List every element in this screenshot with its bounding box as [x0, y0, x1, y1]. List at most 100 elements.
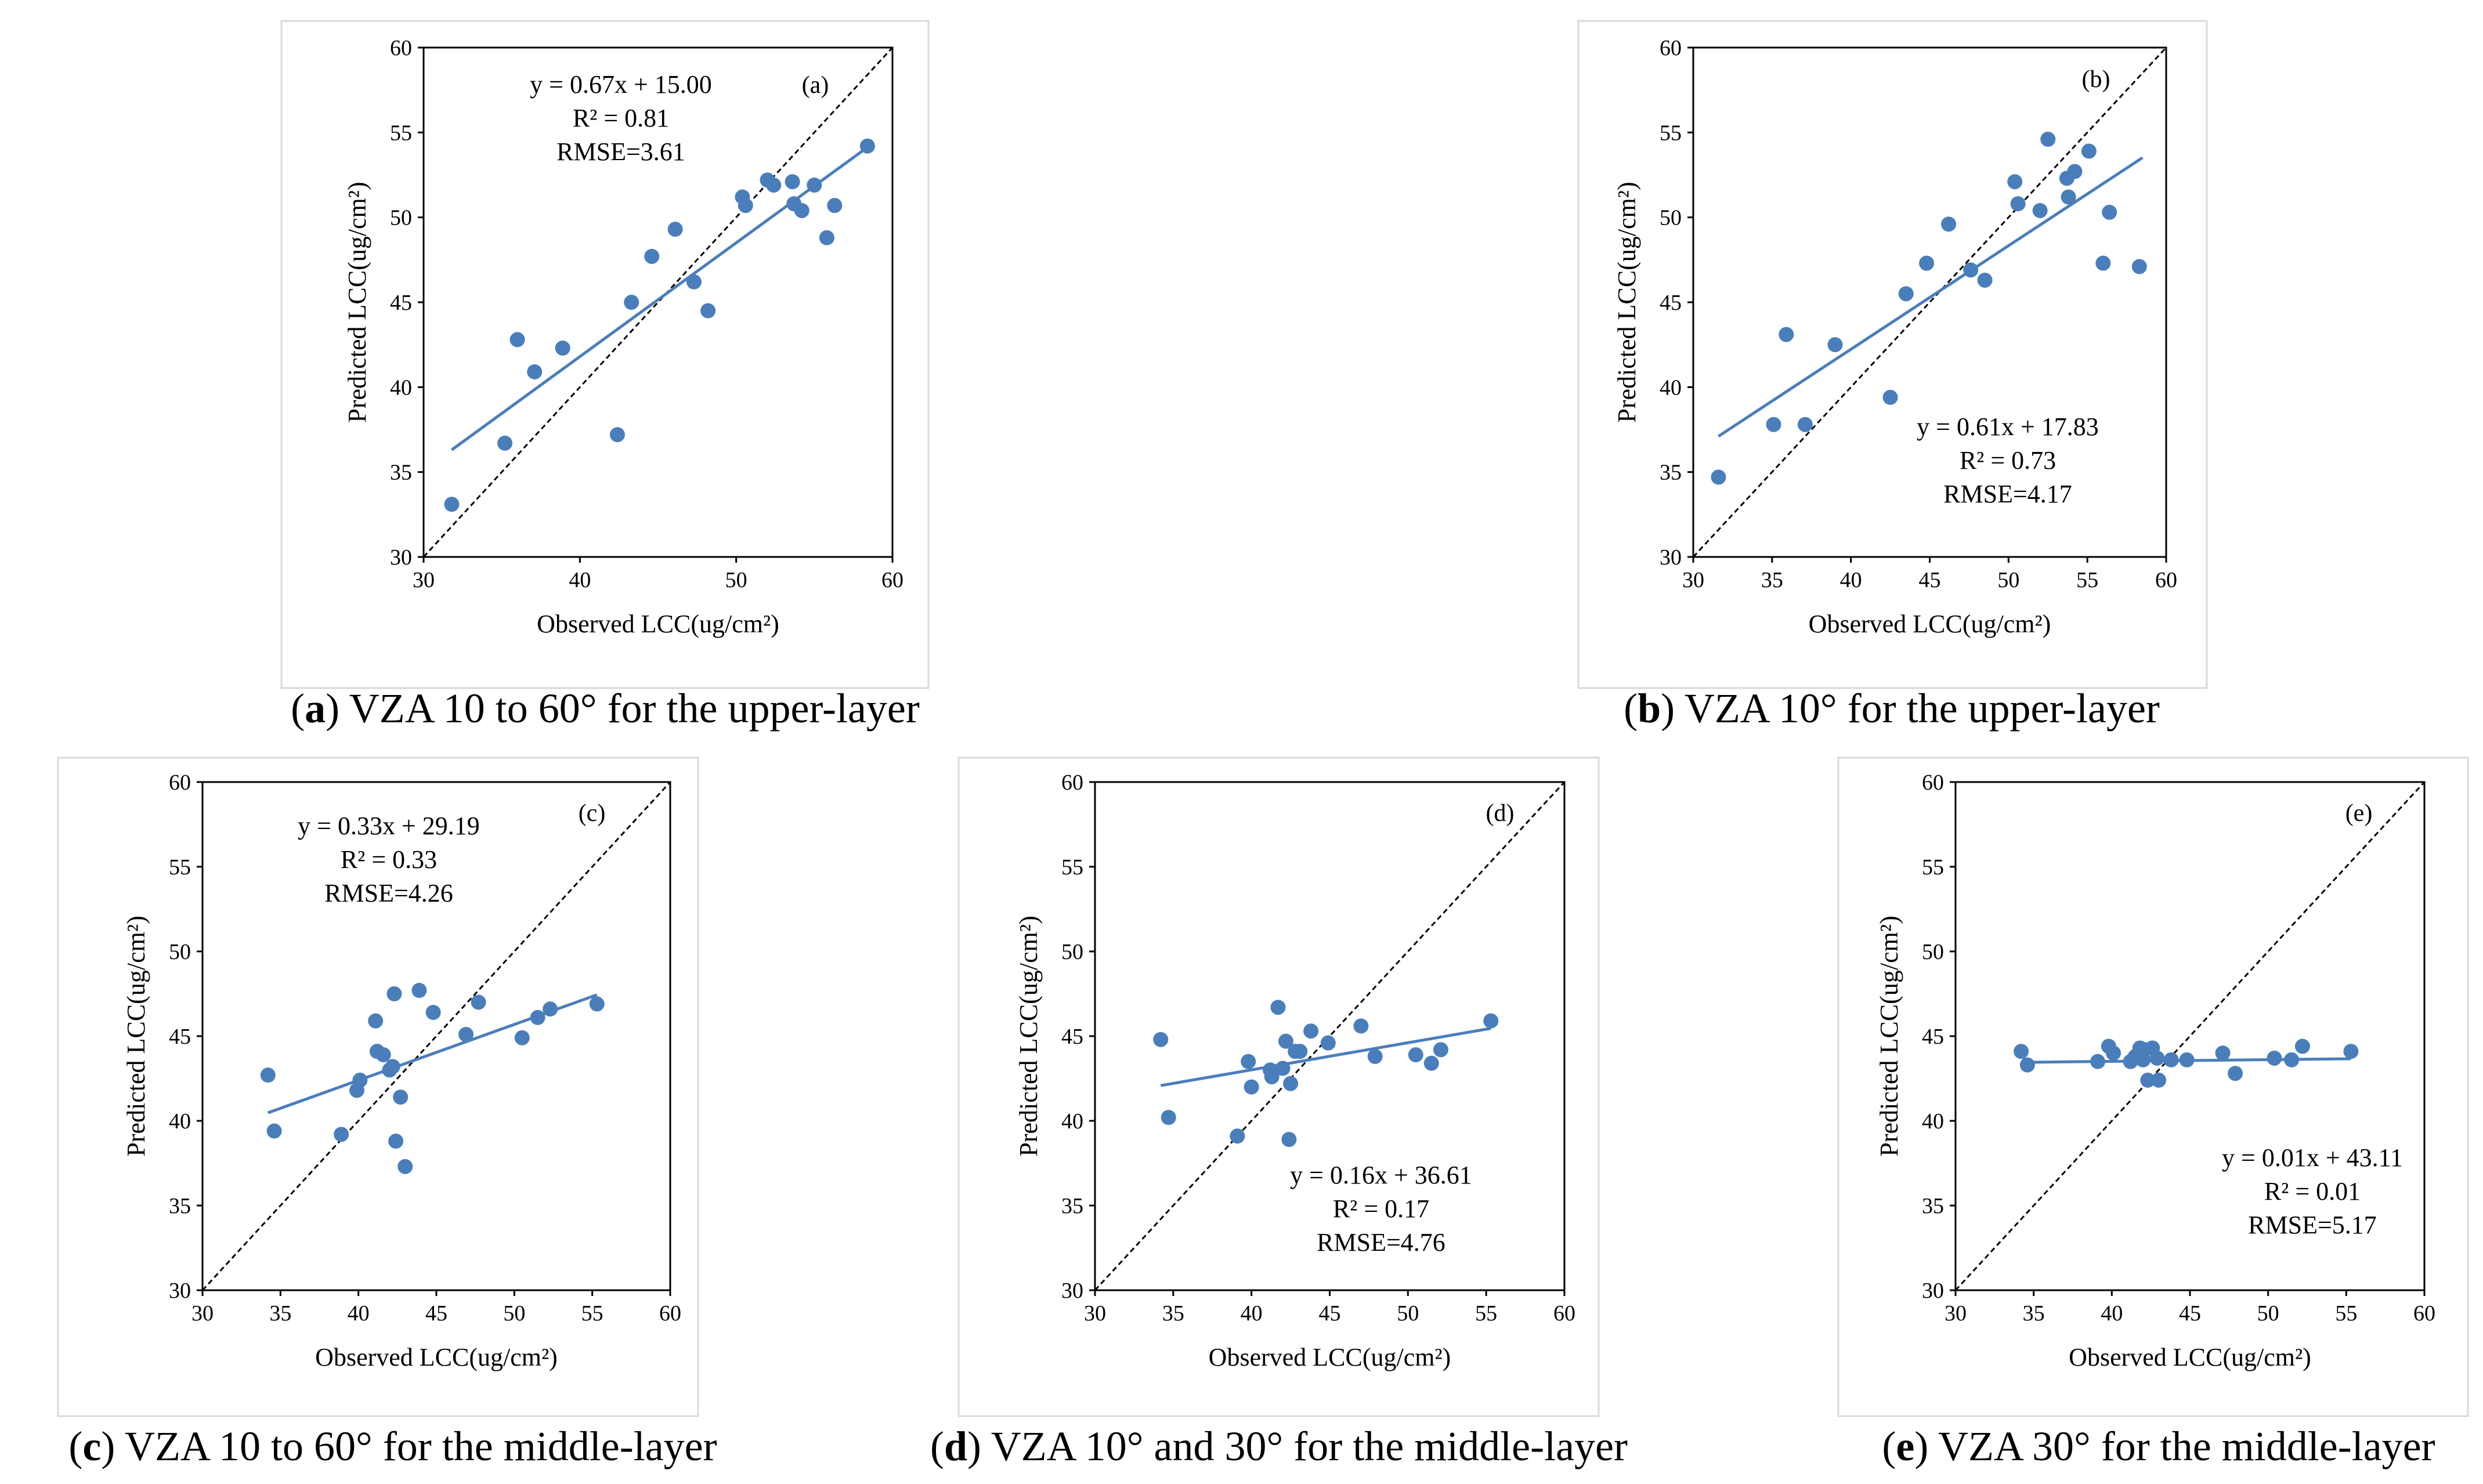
- data-point: [2067, 164, 2083, 179]
- data-point: [1779, 327, 1794, 342]
- y-axis-title: Predicted LCC(ug/cm²): [122, 915, 150, 1156]
- data-point: [2032, 202, 2048, 218]
- data-point: [1241, 1054, 1256, 1069]
- x-tick-label: 60: [1553, 1301, 1575, 1326]
- data-point: [2151, 1072, 2167, 1088]
- data-point: [2040, 132, 2056, 147]
- data-point: [2163, 1052, 2179, 1067]
- panel-c: 30 35 40 45 50 55 60 30 35 40 45 50 55 60 Observed LCC…: [57, 757, 717, 1469]
- x-tick-label: 55: [2335, 1301, 2357, 1326]
- y-tick-label: 60: [1660, 36, 1682, 60]
- fit-line: [1160, 1027, 1491, 1087]
- data-point: [1292, 1044, 1308, 1059]
- x-tick-label: 40: [348, 1301, 370, 1326]
- caption-letter: e: [1896, 1423, 1914, 1469]
- y-tick-label: 45: [1660, 291, 1682, 315]
- x-tick-label: 60: [2155, 568, 2177, 592]
- equation-line: R² = 0.33: [341, 845, 437, 874]
- x-tick-label: 45: [425, 1301, 447, 1326]
- data-point: [1766, 417, 1781, 432]
- equation-line: R² = 0.17: [1333, 1195, 1429, 1223]
- data-point: [375, 1047, 391, 1063]
- equation-line: y = 0.67x + 15.00: [530, 70, 712, 99]
- caption-letter: b: [1638, 685, 1661, 732]
- x-tick-label: 30: [1945, 1301, 1967, 1326]
- x-tick-label: 30: [1084, 1301, 1106, 1326]
- x-tick-label: 55: [1475, 1301, 1497, 1326]
- data-point: [509, 332, 525, 348]
- panel-label: (e): [2345, 800, 2373, 827]
- panel-frame: [957, 757, 1600, 1417]
- one-to-one-line: [1954, 781, 2426, 1291]
- equation-line: y = 0.16x + 36.61: [1290, 1161, 1472, 1189]
- y-tick-label: 55: [1922, 855, 1944, 879]
- x-tick-label: 50: [1397, 1301, 1419, 1326]
- data-point: [411, 983, 427, 998]
- x-tick-label: 55: [2076, 568, 2098, 592]
- y-tick-label: 30: [1922, 1279, 1944, 1303]
- y-tick-label: 30: [169, 1279, 191, 1303]
- data-point: [530, 1009, 545, 1025]
- x-tick-label: 45: [1919, 568, 1941, 592]
- equation-line: R² = 0.01: [2264, 1177, 2361, 1206]
- data-point: [2014, 1044, 2029, 1059]
- y-tick-label: 35: [169, 1194, 191, 1218]
- data-point: [1320, 1035, 1336, 1051]
- x-tick-label: 35: [1761, 568, 1783, 592]
- data-point: [609, 427, 625, 443]
- y-tick-label: 60: [1922, 770, 1944, 795]
- equation-line: y = 0.61x + 17.83: [1917, 412, 2099, 441]
- equation-line: RMSE=4.76: [1317, 1228, 1445, 1257]
- y-axis-title: Predicted LCC(ug/cm²): [1014, 915, 1043, 1156]
- x-tick-label: 30: [1682, 568, 1704, 592]
- x-tick-label: 50: [1997, 568, 2019, 592]
- y-tick-label: 45: [1922, 1025, 1944, 1049]
- x-tick-label: 50: [503, 1301, 525, 1326]
- panel-label: (c): [579, 800, 606, 827]
- panel-frame: [1577, 20, 2208, 689]
- equation-line: R² = 0.73: [1960, 446, 2056, 475]
- data-point: [260, 1067, 276, 1083]
- data-point: [1244, 1079, 1259, 1095]
- data-point: [2215, 1045, 2231, 1061]
- y-tick-label: 35: [1061, 1194, 1083, 1218]
- data-point: [2149, 1050, 2165, 1066]
- y-axis-title: Predicted LCC(ug/cm²): [1613, 182, 1641, 422]
- data-point: [543, 1001, 558, 1017]
- panel-b: 30 35 40 45 50 55 60 30 35 40 45 50 55 60 Observed LCC…: [1577, 20, 2208, 732]
- fit-line: [451, 144, 870, 451]
- x-axis-title: Observed LCC(ug/cm²): [315, 1343, 558, 1371]
- x-tick-label: 30: [413, 568, 435, 592]
- y-tick-label: 40: [1922, 1109, 1944, 1134]
- x-tick-label: 40: [569, 568, 591, 592]
- data-point: [388, 1134, 404, 1149]
- equation-line: RMSE=4.26: [324, 879, 453, 907]
- data-point: [1882, 389, 1898, 405]
- data-point: [624, 295, 639, 310]
- data-point: [2267, 1050, 2282, 1066]
- y-tick-label: 40: [169, 1109, 191, 1134]
- x-tick-label: 45: [2179, 1301, 2201, 1326]
- data-point: [2179, 1052, 2195, 1067]
- x-tick-label: 60: [2413, 1301, 2435, 1326]
- y-tick-label: 55: [1061, 855, 1083, 879]
- data-point: [2284, 1052, 2300, 1067]
- x-tick-label: 40: [1840, 568, 1862, 592]
- y-tick-label: 30: [390, 545, 412, 570]
- data-point: [1283, 1076, 1299, 1091]
- y-tick-label: 45: [1061, 1025, 1083, 1049]
- data-point: [1230, 1128, 1245, 1144]
- data-point: [2102, 204, 2117, 220]
- data-point: [785, 174, 800, 190]
- panel-label: (a): [802, 72, 829, 99]
- panel-e: 30 35 40 45 50 55 60 30 35 40 45 50 55 60 Observed LCC…: [1837, 757, 2469, 1469]
- x-tick-label: 50: [2257, 1301, 2279, 1326]
- data-point: [589, 996, 605, 1012]
- data-point: [1433, 1042, 1448, 1058]
- data-point: [397, 1159, 413, 1174]
- one-to-one-line: [1692, 46, 2167, 558]
- panel-caption: (c) VZA 10 to 60° for the middle-layer: [68, 1423, 717, 1469]
- equation-line: y = 0.01x + 43.11: [2222, 1143, 2403, 1172]
- data-point: [1408, 1047, 1423, 1063]
